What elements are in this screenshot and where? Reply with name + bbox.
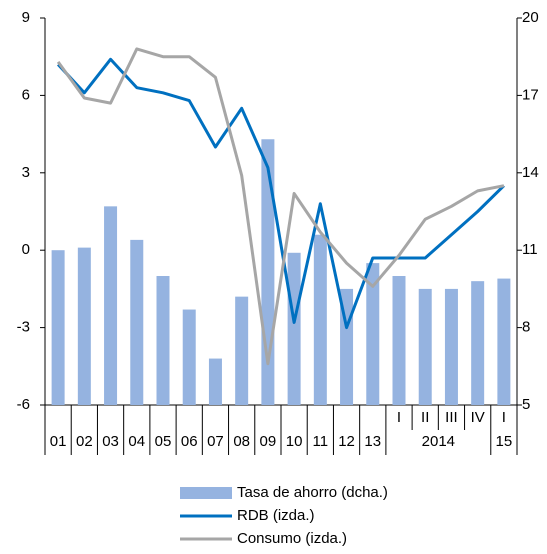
y2-tick-label: 5 [522, 396, 530, 413]
y-tick-label: -3 [17, 319, 30, 336]
x-tick-label: II [421, 409, 429, 426]
legend-label: RDB (izda.) [237, 507, 315, 524]
x-tick-label: 06 [181, 433, 198, 450]
legend-label: Tasa de ahorro (dcha.) [237, 484, 388, 501]
x-tick-label: III [445, 409, 458, 426]
y-tick-label: 9 [22, 9, 30, 26]
x-tick-label: 01 [50, 433, 67, 450]
x-tick-label: I [397, 409, 401, 426]
bar [156, 276, 170, 405]
bar [392, 276, 406, 405]
y-tick-label: -6 [17, 396, 30, 413]
bar [497, 278, 511, 405]
bar [444, 288, 458, 405]
x-tick-label: 10 [286, 433, 303, 450]
group-label: 2014 [422, 433, 455, 450]
x-tick-label: 12 [338, 433, 355, 450]
bar [471, 281, 485, 405]
bar [366, 263, 380, 405]
group-label: 15 [496, 433, 513, 450]
x-tick-label: 03 [102, 433, 119, 450]
x-tick-label: 11 [313, 433, 329, 450]
line [56, 47, 505, 366]
bar [235, 296, 249, 405]
x-tick-label: I [502, 409, 506, 426]
x-tick-label: 09 [260, 433, 277, 450]
x-tick-label: 05 [155, 433, 172, 450]
y2-tick-label: 17 [522, 86, 539, 103]
legend-label: Consumo (izda.) [237, 530, 347, 547]
y2-tick-label: 8 [522, 319, 530, 336]
y2-tick-label: 11 [522, 241, 538, 258]
x-tick-label: 02 [76, 433, 93, 450]
bar [104, 206, 118, 405]
bar [287, 252, 301, 405]
bar [51, 250, 65, 405]
x-tick-label: 13 [364, 433, 381, 450]
bar [130, 239, 144, 405]
legend-swatch [180, 487, 232, 499]
x-tick-label: 07 [207, 433, 224, 450]
y-tick-label: 3 [22, 164, 30, 181]
line [57, 57, 505, 330]
x-tick-label: IV [471, 409, 485, 426]
x-tick-label: 04 [128, 433, 145, 450]
y2-tick-label: 14 [522, 164, 539, 181]
y-tick-label: 6 [22, 86, 30, 103]
bar [208, 358, 222, 405]
bar [77, 247, 91, 405]
bar [182, 309, 196, 405]
y2-tick-label: 20 [522, 9, 539, 26]
y-tick-label: 0 [22, 241, 30, 258]
x-tick-label: 08 [233, 433, 250, 450]
bar [418, 288, 432, 405]
bar [313, 234, 327, 405]
